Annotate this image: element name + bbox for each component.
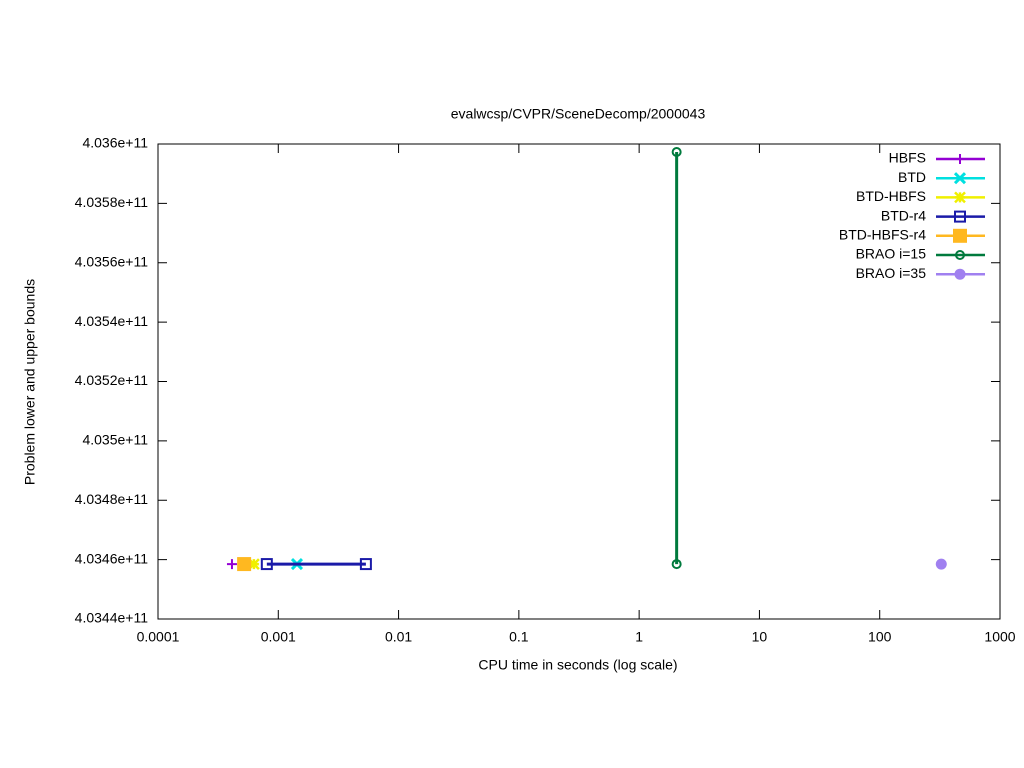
legend-marker [954, 268, 966, 280]
point [226, 559, 237, 570]
y-tick-label: 4.0352e+11 [75, 372, 149, 388]
point [248, 558, 260, 570]
point [260, 558, 273, 571]
legend-marker [953, 172, 967, 185]
legend-marker [954, 210, 966, 223]
x-tick-label: 10 [752, 629, 768, 645]
legend-label: BTD-HBFS-r4 [839, 227, 926, 243]
y-tick-label: 4.035e+11 [82, 432, 148, 448]
legend-label: BTD-HBFS [856, 188, 926, 204]
x-tick-label: 100 [868, 629, 892, 645]
plot-frame [157, 143, 1001, 620]
legend-marker [955, 154, 965, 164]
y-tick-label: 4.0344e+11 [75, 610, 149, 626]
legend-label: BTD-r4 [881, 207, 926, 223]
y-tick-label: 4.0358e+11 [75, 194, 149, 210]
x-axis-label: CPU time in seconds (log scale) [478, 657, 677, 673]
x-tick-label: 0.01 [385, 629, 412, 645]
legend-label: BTD [898, 169, 926, 185]
point [935, 558, 947, 570]
point [671, 147, 682, 158]
y-tick-label: 4.0354e+11 [75, 313, 149, 329]
legend-marker [953, 228, 967, 243]
y-tick-label: 4.0356e+11 [75, 253, 149, 269]
point [671, 559, 682, 570]
y-tick-label: 4.036e+11 [82, 135, 148, 151]
y-axis-label: Problem lower and upper bounds [22, 279, 38, 485]
point [237, 557, 252, 572]
x-tick-label: 0.001 [261, 629, 296, 645]
x-tick-label: 0.1 [509, 629, 529, 645]
x-tick-label: 0.0001 [137, 629, 180, 645]
legend-label: HBFS [889, 150, 926, 166]
y-tick-label: 4.0346e+11 [75, 550, 149, 566]
chart-title: evalwcsp/CVPR/SceneDecomp/2000043 [451, 106, 706, 122]
x-tick-label: 1000 [984, 629, 1015, 645]
x-tick-label: 1 [635, 629, 643, 645]
legend-label: BRAO i=35 [856, 265, 927, 281]
y-tick-label: 4.0348e+11 [75, 491, 149, 507]
legend-marker [955, 250, 965, 260]
legend-marker [954, 191, 966, 204]
legend-label: BRAO i=15 [856, 246, 927, 262]
point [359, 558, 372, 571]
